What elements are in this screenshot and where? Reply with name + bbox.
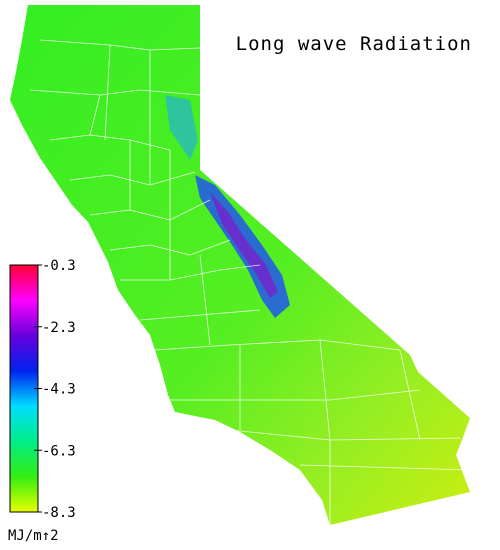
state-shape bbox=[10, 5, 470, 525]
colorbar-tick-label: -8.3 bbox=[42, 505, 76, 521]
colorbar: -0.3 -2.3 -4.3 -6.3 -8.3 MJ/m↑2 bbox=[8, 258, 76, 544]
colorbar-ramp bbox=[9, 264, 39, 513]
california bbox=[10, 5, 471, 525]
colorbar-tick-label: -6.3 bbox=[42, 443, 76, 459]
colorbar-tick-label: -2.3 bbox=[42, 320, 76, 336]
colorbar-tick-label: -4.3 bbox=[42, 382, 76, 398]
county-lines bbox=[29, 39, 471, 525]
colorbar-label: MJ/m↑2 bbox=[8, 528, 59, 544]
sierra-crest bbox=[210, 192, 278, 298]
map-title: Long wave Radiation bbox=[236, 33, 472, 55]
colorbar-tick-label: -0.3 bbox=[42, 258, 76, 274]
cascades bbox=[165, 95, 198, 160]
